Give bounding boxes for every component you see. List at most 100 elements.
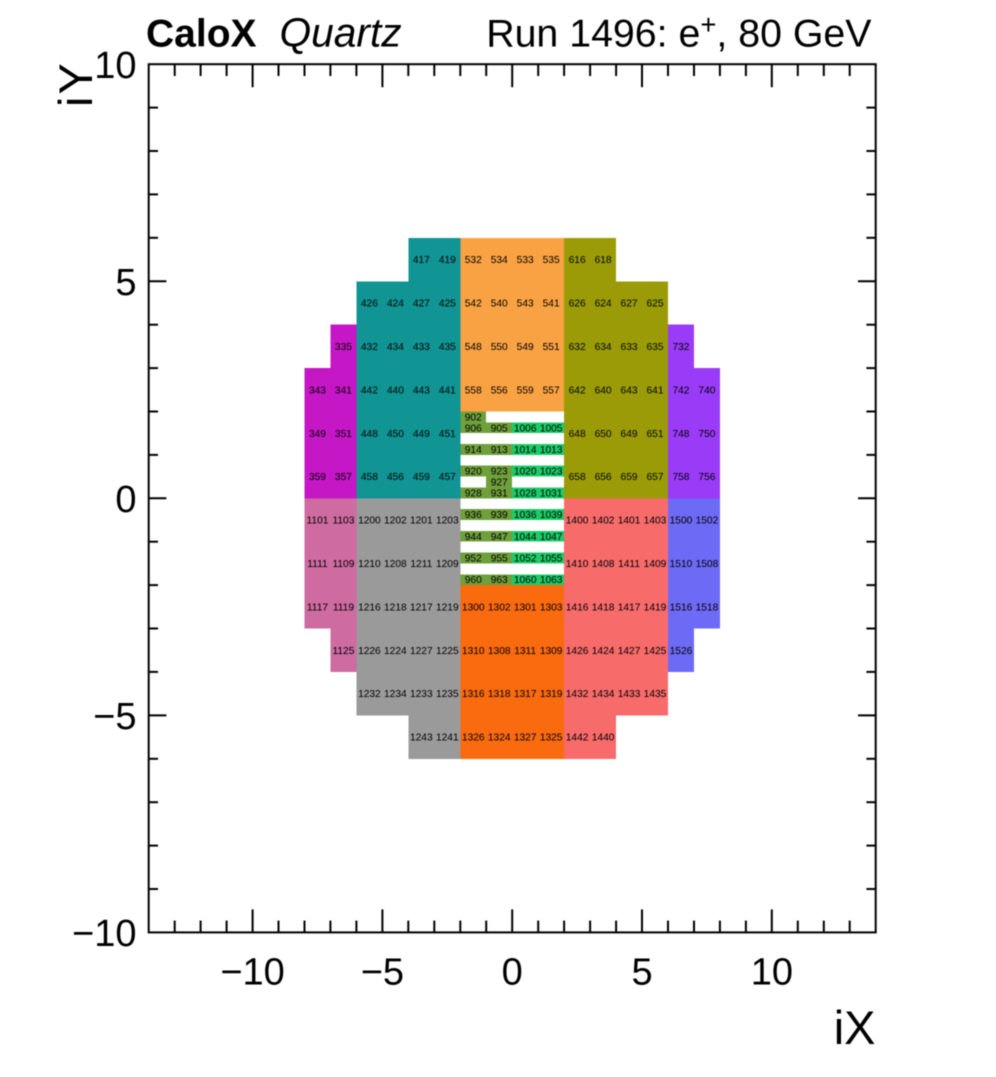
svg-text:556: 556 bbox=[491, 385, 508, 396]
svg-text:902: 902 bbox=[465, 413, 482, 424]
svg-text:335: 335 bbox=[335, 342, 352, 353]
svg-text:543: 543 bbox=[517, 299, 534, 310]
svg-text:1400: 1400 bbox=[566, 516, 589, 527]
svg-text:442: 442 bbox=[361, 385, 378, 396]
svg-text:1410: 1410 bbox=[566, 559, 589, 570]
svg-text:433: 433 bbox=[413, 342, 430, 353]
svg-text:1202: 1202 bbox=[384, 516, 407, 527]
svg-text:626: 626 bbox=[569, 299, 586, 310]
svg-text:649: 649 bbox=[621, 429, 638, 440]
svg-text:1325: 1325 bbox=[540, 733, 563, 744]
svg-text:0: 0 bbox=[502, 952, 523, 994]
svg-text:1309: 1309 bbox=[540, 646, 563, 657]
svg-text:533: 533 bbox=[517, 255, 534, 266]
svg-text:1326: 1326 bbox=[462, 733, 485, 744]
svg-text:426: 426 bbox=[361, 299, 378, 310]
svg-text:1224: 1224 bbox=[384, 646, 407, 657]
svg-text:5: 5 bbox=[115, 262, 136, 304]
svg-text:Quartz: Quartz bbox=[280, 10, 402, 56]
svg-text:1317: 1317 bbox=[514, 689, 537, 700]
svg-text:1316: 1316 bbox=[462, 689, 485, 700]
svg-text:914: 914 bbox=[465, 445, 482, 456]
svg-text:548: 548 bbox=[465, 342, 482, 353]
svg-text:457: 457 bbox=[439, 472, 456, 483]
svg-text:732: 732 bbox=[672, 342, 689, 353]
svg-text:944: 944 bbox=[465, 532, 482, 543]
svg-text:742: 742 bbox=[672, 385, 689, 396]
svg-text:1109: 1109 bbox=[332, 559, 354, 570]
svg-text:557: 557 bbox=[543, 385, 560, 396]
svg-text:1111: 1111 bbox=[307, 559, 328, 570]
svg-text:558: 558 bbox=[465, 385, 482, 396]
svg-text:1433: 1433 bbox=[618, 689, 641, 700]
svg-text:963: 963 bbox=[491, 575, 508, 586]
svg-text:1200: 1200 bbox=[358, 516, 381, 527]
svg-text:750: 750 bbox=[698, 429, 715, 440]
svg-text:756: 756 bbox=[698, 472, 715, 483]
svg-text:1310: 1310 bbox=[462, 646, 485, 657]
svg-text:1225: 1225 bbox=[436, 646, 459, 657]
svg-text:427: 427 bbox=[413, 299, 430, 310]
svg-text:1508: 1508 bbox=[696, 559, 719, 570]
svg-text:1402: 1402 bbox=[592, 516, 615, 527]
svg-text:658: 658 bbox=[569, 472, 586, 483]
svg-text:651: 651 bbox=[647, 429, 664, 440]
svg-text:1426: 1426 bbox=[566, 646, 589, 657]
svg-text:1060: 1060 bbox=[514, 575, 537, 586]
svg-text:643: 643 bbox=[621, 385, 638, 396]
svg-text:1425: 1425 bbox=[644, 646, 667, 657]
svg-text:936: 936 bbox=[465, 510, 482, 521]
svg-text:CaloX: CaloX bbox=[146, 13, 257, 56]
svg-text:351: 351 bbox=[335, 429, 352, 440]
svg-text:1005: 1005 bbox=[540, 423, 563, 434]
svg-text:349: 349 bbox=[309, 429, 326, 440]
svg-text:657: 657 bbox=[647, 472, 664, 483]
svg-text:625: 625 bbox=[647, 299, 664, 310]
svg-text:541: 541 bbox=[543, 299, 560, 310]
svg-text:1510: 1510 bbox=[670, 559, 693, 570]
svg-text:1234: 1234 bbox=[384, 689, 407, 700]
svg-text:1403: 1403 bbox=[644, 516, 667, 527]
svg-text:1044: 1044 bbox=[514, 532, 537, 543]
svg-text:iX: iX bbox=[834, 1001, 876, 1054]
svg-text:435: 435 bbox=[439, 342, 456, 353]
svg-text:1020: 1020 bbox=[514, 467, 537, 478]
svg-text:1300: 1300 bbox=[462, 602, 485, 613]
svg-text:1324: 1324 bbox=[488, 733, 511, 744]
svg-text:947: 947 bbox=[491, 532, 508, 543]
svg-text:1036: 1036 bbox=[514, 510, 537, 521]
svg-text:906: 906 bbox=[465, 423, 482, 434]
svg-text:740: 740 bbox=[698, 385, 715, 396]
svg-text:1302: 1302 bbox=[488, 602, 511, 613]
svg-text:1219: 1219 bbox=[436, 602, 459, 613]
svg-text:650: 650 bbox=[595, 429, 612, 440]
svg-text:1440: 1440 bbox=[592, 733, 615, 744]
svg-text:434: 434 bbox=[387, 342, 404, 353]
svg-text:1006: 1006 bbox=[514, 423, 537, 434]
svg-text:534: 534 bbox=[491, 255, 508, 266]
svg-text:425: 425 bbox=[439, 299, 456, 310]
svg-text:1201: 1201 bbox=[410, 516, 433, 527]
svg-text:1211: 1211 bbox=[410, 559, 432, 570]
svg-text:1013: 1013 bbox=[540, 445, 563, 456]
svg-text:1408: 1408 bbox=[592, 559, 615, 570]
svg-text:1401: 1401 bbox=[618, 516, 641, 527]
svg-text:1241: 1241 bbox=[436, 733, 459, 744]
svg-text:1435: 1435 bbox=[644, 689, 667, 700]
svg-text:635: 635 bbox=[647, 342, 664, 353]
svg-text:1235: 1235 bbox=[436, 689, 459, 700]
svg-text:1103: 1103 bbox=[332, 516, 354, 527]
svg-text:920: 920 bbox=[465, 467, 482, 478]
svg-text:1327: 1327 bbox=[514, 733, 537, 744]
svg-text:359: 359 bbox=[309, 472, 326, 483]
svg-text:432: 432 bbox=[361, 342, 378, 353]
svg-text:−10: −10 bbox=[220, 952, 284, 994]
svg-text:0: 0 bbox=[115, 479, 136, 521]
svg-text:928: 928 bbox=[465, 488, 482, 499]
svg-text:1014: 1014 bbox=[514, 445, 537, 456]
svg-text:927: 927 bbox=[491, 478, 508, 489]
svg-text:1418: 1418 bbox=[592, 602, 615, 613]
svg-text:1434: 1434 bbox=[592, 689, 615, 700]
svg-text:952: 952 bbox=[465, 554, 482, 565]
svg-text:634: 634 bbox=[595, 342, 612, 353]
